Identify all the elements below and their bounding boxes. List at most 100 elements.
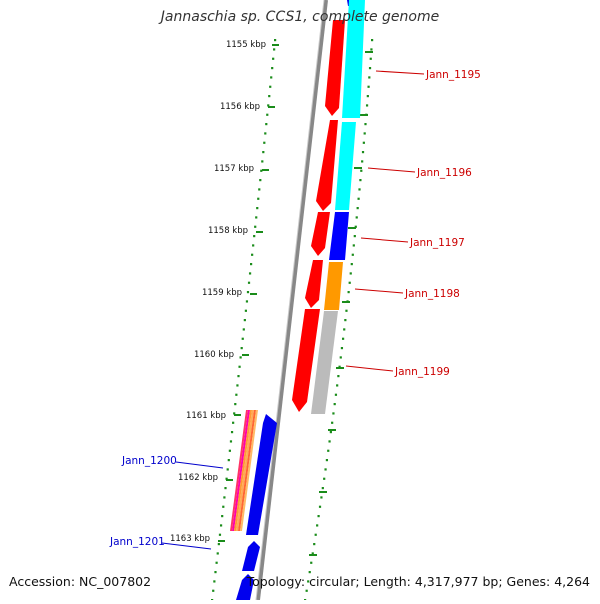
- gene-stripe: [234, 410, 252, 531]
- scale-dot: [368, 76, 371, 79]
- kbp-label: 1160 kbp: [194, 350, 234, 360]
- scale-dot: [246, 291, 250, 294]
- scale-dot: [366, 95, 369, 98]
- scale-dot: [336, 384, 339, 387]
- gene-stripe: [240, 410, 258, 531]
- scale-dot: [230, 431, 234, 434]
- kbp-scale-labels: 1155 kbp 1156 kbp 1157 kbp 1158 kbp 1159 kbp…: [170, 40, 279, 544]
- gene-arrow-reverse: [236, 574, 254, 600]
- scale-dot: [229, 440, 233, 443]
- scale-dot: [321, 487, 324, 490]
- gene-label: Jann_1201: [109, 536, 165, 548]
- scale-dot: [317, 515, 320, 518]
- scale-dot: [347, 291, 350, 294]
- scale-dot: [266, 113, 269, 116]
- scale-dot: [225, 477, 228, 480]
- scale-dot: [236, 384, 239, 387]
- scale-dot: [213, 580, 216, 583]
- kbp-label: 1162 kbp: [178, 473, 218, 483]
- scale-dot: [245, 300, 249, 303]
- scale-dot: [369, 57, 372, 60]
- scale-dot: [212, 589, 215, 592]
- scale-dot: [232, 421, 235, 424]
- scale-dot: [238, 365, 241, 368]
- scale-dot: [371, 39, 374, 42]
- gc-block-orange: [324, 262, 343, 310]
- gene-arrow-reverse: [242, 541, 260, 571]
- scale-dot: [223, 496, 226, 499]
- scale-dot: [219, 524, 223, 527]
- genome-backbone: [255, 0, 328, 601]
- backbone-line: [256, 0, 328, 601]
- scale-dot: [252, 244, 255, 247]
- scale-dot: [362, 141, 365, 144]
- scale-ring-left: [211, 39, 277, 602]
- genome-stats-text: Topology: circular; Length: 4,317,977 bp…: [246, 574, 590, 589]
- gc-block-blue: [329, 212, 349, 260]
- kbp-label: 1157 kbp: [214, 164, 254, 174]
- map-title: Jannaschia sp. CCS1, complete genome: [160, 9, 440, 25]
- scale-dot: [234, 403, 237, 406]
- scale-dot: [345, 309, 348, 312]
- scale-dot: [353, 235, 356, 238]
- gc-block-cyan: [335, 122, 356, 210]
- scale-dot: [217, 543, 220, 546]
- scale-dot: [352, 244, 355, 247]
- scale-dot: [272, 57, 275, 60]
- backbone-shadow: [255, 0, 325, 601]
- scale-dot: [313, 543, 316, 546]
- scale-dot: [343, 328, 346, 331]
- gene-stripe: [238, 410, 256, 531]
- kbp-label: 1155 kbp: [226, 40, 266, 50]
- accession-text: Accession: NC_007802: [9, 574, 152, 589]
- scale-dot: [235, 393, 238, 396]
- scale-dot: [318, 505, 322, 508]
- gene-label: Jann_1200: [121, 455, 177, 467]
- scale-dot: [348, 281, 351, 284]
- gene-arrow-forward: [316, 120, 338, 211]
- scale-dot: [263, 141, 266, 144]
- gene-label: Jann_1199: [394, 366, 450, 378]
- gene-arrow-forward: [325, 20, 345, 116]
- gene-stripe: [236, 410, 254, 531]
- scale-dot: [357, 197, 360, 200]
- scale-dot: [227, 459, 230, 462]
- gene-track: [230, 0, 365, 600]
- scale-dot: [239, 356, 242, 359]
- gc-block-gray: [311, 311, 338, 414]
- scale-dot: [350, 263, 353, 266]
- scale-dot: [344, 319, 347, 322]
- scale-dot: [237, 375, 240, 378]
- kbp-label: 1159 kbp: [202, 288, 242, 298]
- scale-dot: [251, 253, 254, 256]
- scale-dot: [364, 123, 367, 126]
- scale-dot: [310, 561, 313, 564]
- scale-dot: [274, 39, 277, 42]
- scale-dot: [349, 272, 352, 275]
- gene-label-leader: [175, 461, 224, 469]
- gene-label-leader: [345, 365, 394, 372]
- scale-dot: [308, 571, 311, 574]
- gene-label: Jann_1196: [416, 167, 472, 179]
- kbp-label: 1158 kbp: [208, 226, 248, 236]
- gene-arrow-forward: [311, 212, 330, 256]
- scale-dot: [340, 347, 344, 350]
- scale-dot: [311, 552, 314, 555]
- gene-label: Jann_1198: [404, 288, 460, 300]
- scale-dot: [255, 216, 258, 219]
- scale-dot: [328, 440, 331, 443]
- scale-dot: [359, 179, 362, 182]
- scale-dot: [341, 337, 345, 340]
- scale-dot: [260, 169, 263, 172]
- kbp-label: 1163 kbp: [170, 534, 210, 544]
- scale-dot: [316, 524, 319, 527]
- scale-dot: [254, 225, 257, 228]
- scale-dot: [271, 67, 274, 70]
- scale-dot: [267, 104, 270, 107]
- kbp-label: 1156 kbp: [220, 102, 260, 112]
- scale-dot: [228, 449, 231, 452]
- scale-dot: [361, 151, 365, 154]
- scale-dot: [259, 179, 262, 182]
- scale-dot: [214, 571, 217, 574]
